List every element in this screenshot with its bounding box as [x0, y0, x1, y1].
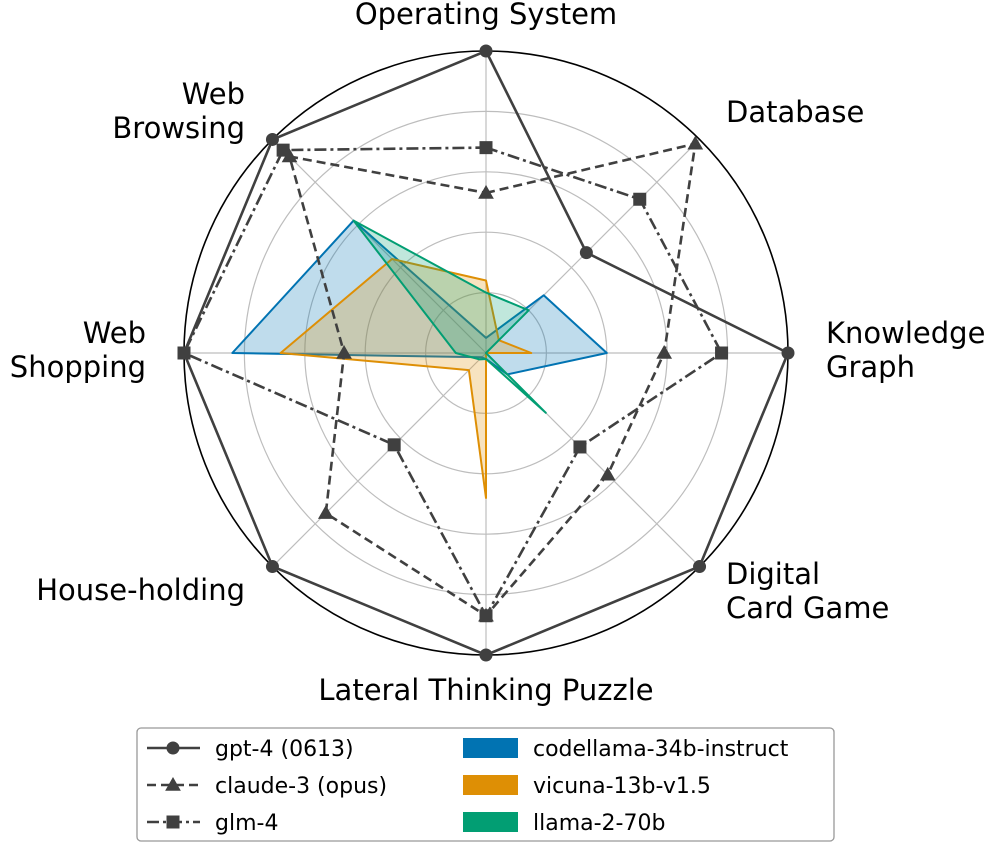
legend-marker-glm-4: [166, 815, 180, 829]
line-series-layer: [177, 44, 795, 662]
marker-glm-4-1: [479, 141, 493, 155]
axis-label-lateral-thinking-puzzle: Lateral Thinking Puzzle: [318, 673, 653, 707]
grid-spoke-6: [272, 352, 487, 567]
marker-claude-3-opus-6: [317, 505, 334, 519]
axis-label-web-shopping: Web Shopping: [10, 316, 146, 384]
legend-label-gpt-4-0613: gpt-4 (0613): [215, 737, 354, 762]
marker-claude-3-opus-3: [656, 344, 673, 359]
marker-gpt-4-0613-8: [265, 132, 279, 146]
legend-swatch-llama-2-70b: [463, 812, 518, 832]
area-series-llama-2-70b: [352, 219, 547, 414]
axis-label-web-browsing: Web Browsing: [112, 77, 245, 145]
marker-glm-4-3: [715, 346, 729, 360]
legend-label-llama-2-70b: llama-2-70b: [533, 811, 665, 836]
axis-label-house-holding: House-holding: [36, 573, 245, 607]
legend: gpt-4 (0613) claude-3 (opus) glm-4 codellam…: [136, 727, 835, 842]
marker-glm-4-6: [387, 438, 401, 452]
area-series-vicuna-13b-v1-5: [279, 258, 533, 499]
legend-marker-claude-3-opus: [165, 776, 181, 791]
axis-label-operating-system: Operating System: [355, 0, 617, 31]
legend-swatch-vicuna-13b-v1-5: [463, 775, 518, 795]
marker-glm-4-4: [573, 440, 587, 454]
axis-label-database: Database: [726, 95, 864, 129]
area-series-layer: [231, 219, 608, 499]
line-series-claude-3-opus: [287, 141, 697, 618]
marker-glm-4-2: [633, 192, 647, 206]
axis-labels: Operating System Database Knowledge Graph Di…: [10, 0, 986, 707]
marker-claude-3-opus-2: [687, 135, 704, 150]
axis-label-digital-card-game: Digital Card Game: [726, 557, 889, 625]
marker-gpt-4-0613-6: [265, 560, 279, 574]
legend-label-vicuna-13b-v1-5: vicuna-13b-v1.5: [533, 774, 711, 799]
grid-spoke-8: [272, 139, 487, 354]
marker-glm-4-5: [479, 609, 493, 623]
marker-gpt-4-0613-1: [479, 44, 493, 58]
axis-label-knowledge-graph: Knowledge Graph: [826, 316, 985, 384]
legend-marker-gpt-4-0613: [166, 741, 180, 755]
marker-claude-3-opus-1: [478, 184, 494, 199]
marker-glm-4-7: [177, 346, 191, 360]
marker-gpt-4-0613-3: [781, 346, 795, 360]
marker-claude-3-opus-7: [336, 344, 352, 359]
marker-claude-3-opus-4: [599, 466, 616, 481]
marker-gpt-4-0613-2: [579, 246, 593, 260]
marker-gpt-4-0613-4: [693, 560, 707, 574]
marker-glm-4-8: [276, 143, 290, 157]
legend-label-codellama-34b-instruct: codellama-34b-instruct: [533, 737, 789, 762]
legend-swatch-codellama-34b-instruct: [463, 738, 518, 758]
marker-gpt-4-0613-5: [479, 648, 493, 662]
legend-label-claude-3-opus: claude-3 (opus): [215, 774, 387, 799]
legend-label-glm-4: glm-4: [215, 811, 278, 836]
